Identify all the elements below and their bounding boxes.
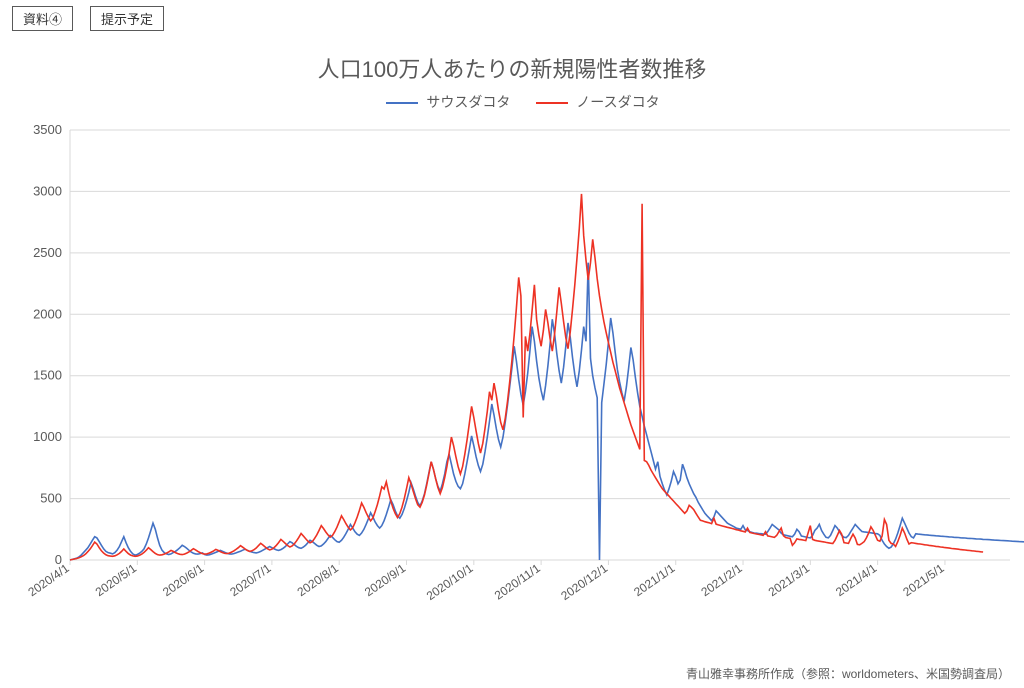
svg-text:2020/12/1: 2020/12/1 (558, 561, 610, 603)
svg-text:2021/1/1: 2021/1/1 (631, 561, 678, 599)
svg-text:2021/3/1: 2021/3/1 (766, 561, 813, 599)
svg-text:500: 500 (40, 491, 62, 506)
doc-number-badge: 資料④ (12, 6, 73, 31)
svg-text:2020/8/1: 2020/8/1 (295, 561, 342, 599)
svg-text:2020/10/1: 2020/10/1 (424, 561, 476, 603)
chart-title: 人口100万人あたりの新規陽性者数推移 (0, 52, 1024, 84)
legend-swatch-1 (386, 102, 418, 104)
svg-text:2020/5/1: 2020/5/1 (93, 561, 140, 599)
svg-text:2021/2/1: 2021/2/1 (698, 561, 745, 599)
svg-text:2500: 2500 (33, 245, 62, 260)
svg-text:2021/5/1: 2021/5/1 (900, 561, 947, 599)
legend-swatch-2 (536, 102, 568, 104)
svg-text:2020/11/1: 2020/11/1 (492, 561, 543, 603)
svg-text:2020/9/1: 2020/9/1 (362, 561, 409, 599)
status-badge: 提示予定 (90, 6, 164, 31)
legend: サウスダコタ ノースダコタ (0, 92, 1024, 112)
svg-text:2020/6/1: 2020/6/1 (160, 561, 207, 599)
series-サウスダコタ (70, 263, 1024, 560)
svg-text:2020/7/1: 2020/7/1 (227, 561, 274, 599)
line-chart: 05001000150020002500300035002020/4/12020… (0, 110, 1024, 650)
svg-text:3000: 3000 (33, 183, 62, 198)
svg-text:2021/4/1: 2021/4/1 (833, 561, 880, 599)
svg-text:1000: 1000 (33, 429, 62, 444)
credit-text: 青山雅幸事務所作成（参照：worldometers、米国勢調査局） (686, 665, 1010, 682)
svg-text:2000: 2000 (33, 306, 62, 321)
legend-label-2: ノースダコタ (576, 94, 659, 110)
svg-text:2020/4/1: 2020/4/1 (25, 561, 72, 599)
legend-label-1: サウスダコタ (426, 94, 510, 110)
svg-text:3500: 3500 (33, 122, 62, 137)
svg-text:1500: 1500 (33, 368, 62, 383)
